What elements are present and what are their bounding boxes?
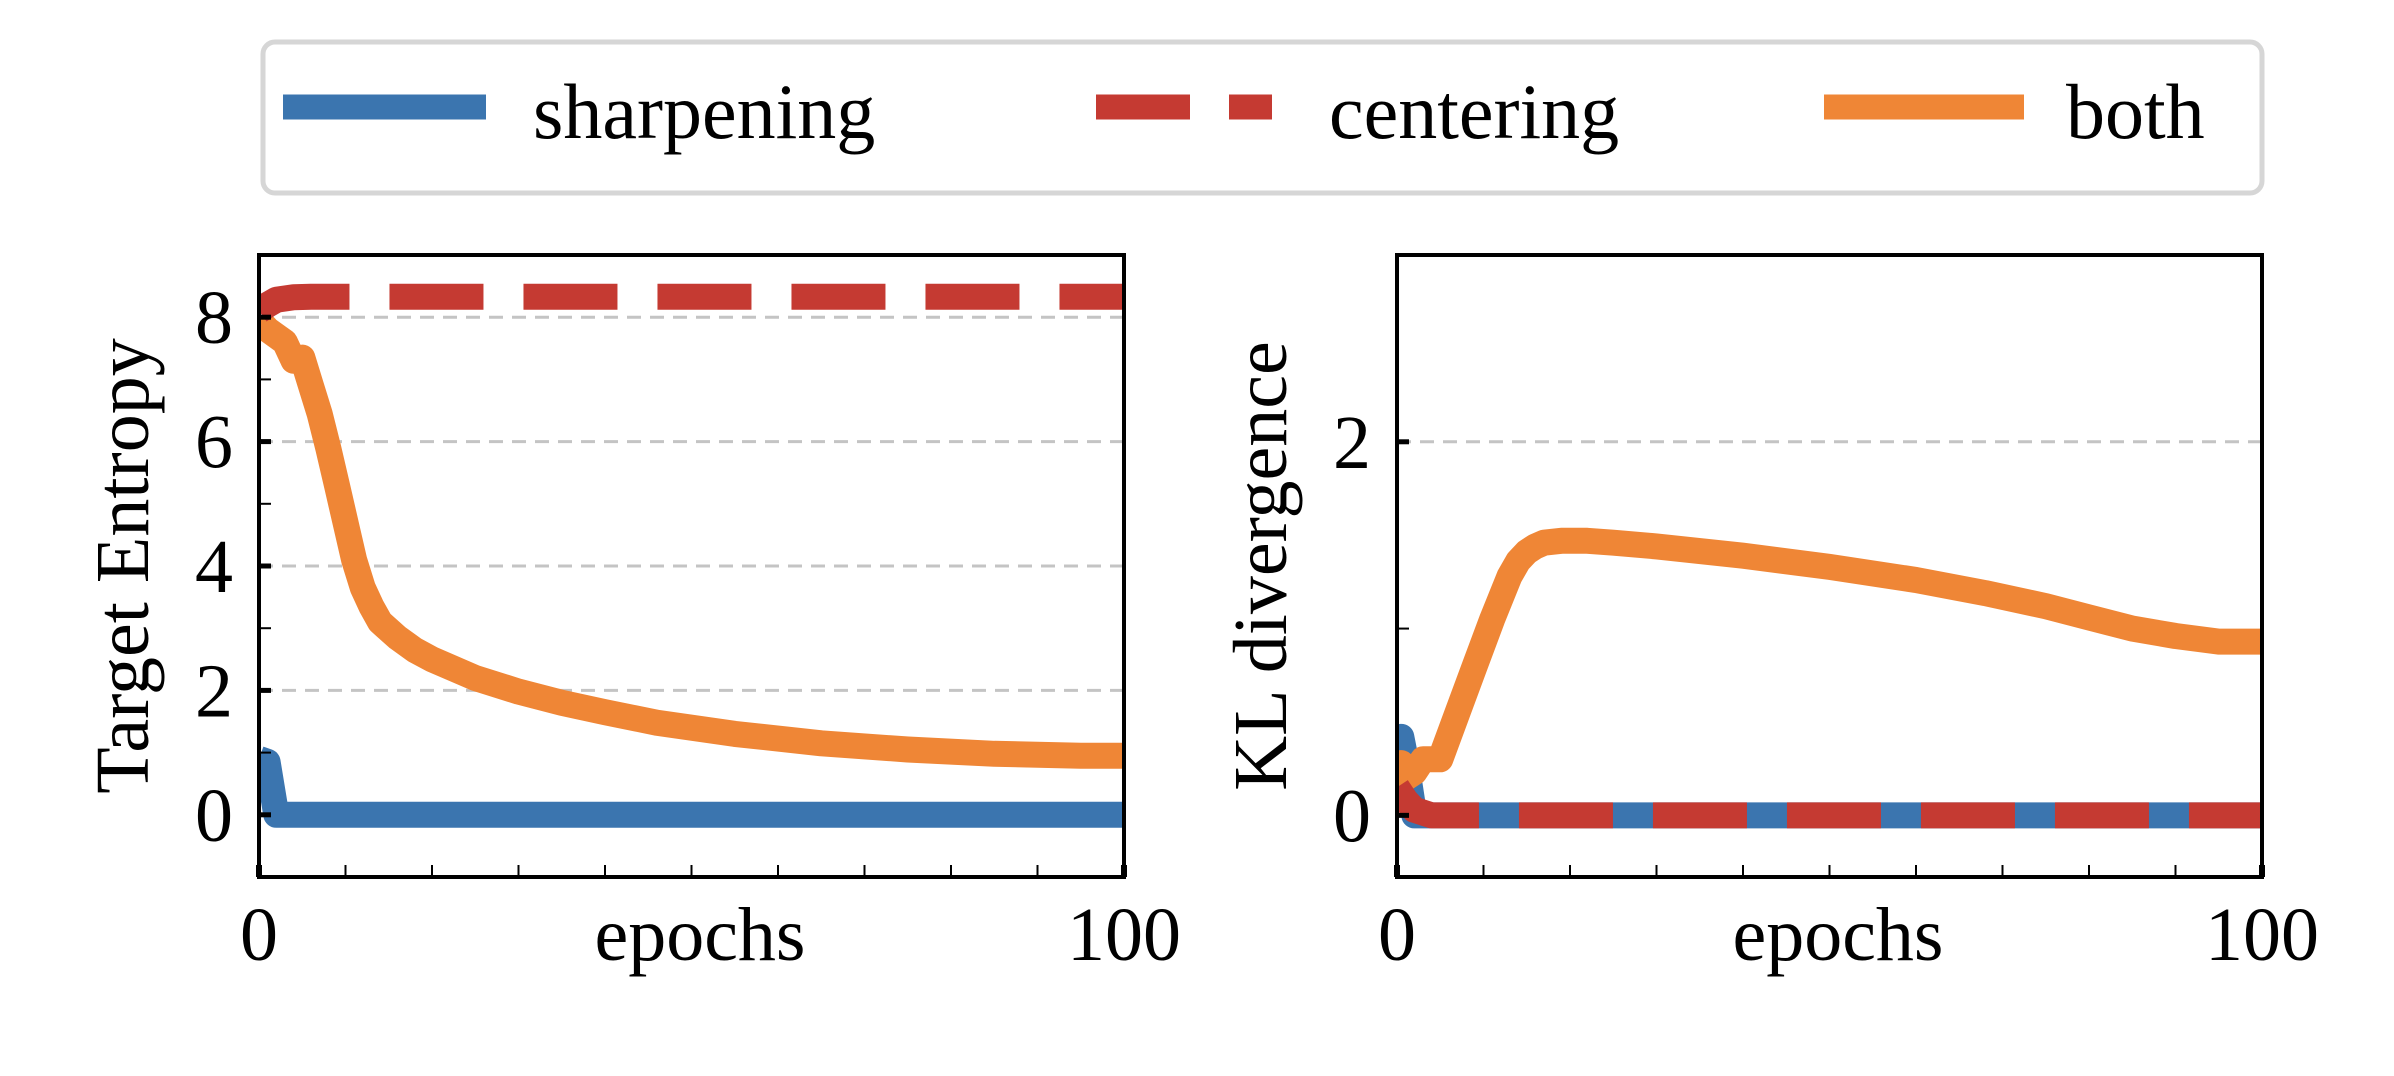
kl-line-both — [1397, 527, 2262, 791]
entropy-xtick-label: 0 — [240, 893, 278, 977]
kl-xtick-label: 0 — [1378, 893, 1416, 977]
kl-ytick-label: 2 — [1333, 401, 1371, 485]
kl-xlabel: epochs — [1732, 893, 1943, 977]
legend-label-centering: centering — [1329, 68, 1619, 155]
entropy-xtick-label: 100 — [1067, 893, 1181, 977]
kl-xtick-label: 100 — [2205, 893, 2319, 977]
entropy-line-sharpening — [259, 746, 1124, 828]
kl-panel: 0 2 0 100 KL divergence epochs — [1219, 253, 2319, 977]
entropy-ytick-label: 4 — [195, 525, 233, 609]
kl-ytick-label: 0 — [1333, 774, 1371, 858]
entropy-ytick-label: 8 — [195, 276, 233, 360]
kl-series — [1397, 527, 2262, 829]
kl-line-centering — [1397, 780, 2262, 829]
entropy-ytick-label: 0 — [195, 774, 233, 858]
entropy-panel: 0 2 4 6 8 0 100 Target Entropy epochs — [81, 253, 1181, 977]
legend-label-both: both — [2066, 68, 2205, 155]
entropy-ylabel: Target Entropy — [81, 338, 165, 793]
entropy-line-centering — [259, 283, 1124, 322]
entropy-axes-frame — [257, 253, 1126, 879]
entropy-ticks: 0 2 4 6 8 0 100 — [195, 276, 1181, 977]
entropy-ytick-label: 2 — [195, 649, 233, 733]
entropy-line-both — [259, 311, 1124, 769]
legend: sharpening centering both — [260, 39, 2265, 196]
entropy-ytick-label: 6 — [195, 401, 233, 485]
entropy-series — [259, 283, 1124, 828]
legend-label-sharpening: sharpening — [533, 68, 875, 155]
kl-ticks: 0 2 0 100 — [1333, 401, 2319, 977]
kl-ylabel: KL divergence — [1219, 341, 1303, 790]
entropy-xlabel: epochs — [594, 893, 805, 977]
